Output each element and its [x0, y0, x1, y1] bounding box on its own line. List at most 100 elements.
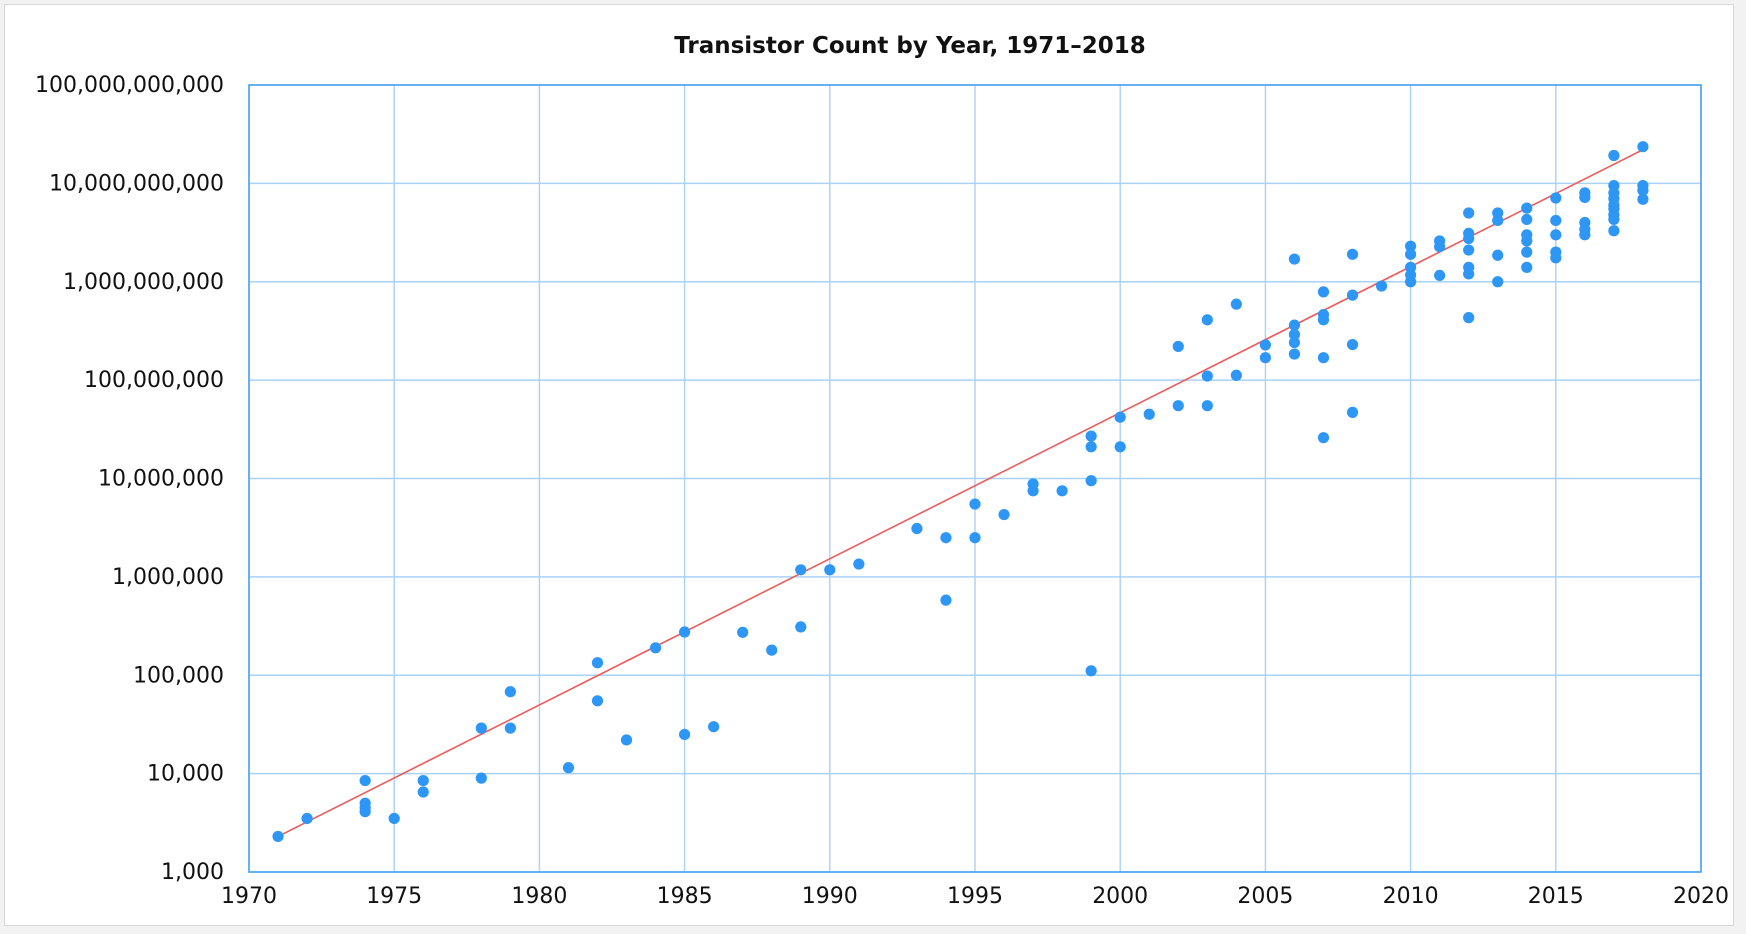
data-point: [1463, 312, 1475, 324]
data-point: [1085, 430, 1097, 442]
data-point: [1405, 248, 1417, 260]
data-point: [1056, 485, 1068, 497]
data-point: [417, 774, 429, 787]
data-point: [475, 722, 487, 734]
data-point: [1346, 406, 1359, 418]
data-point: [1637, 141, 1649, 153]
data-point: [1521, 202, 1533, 214]
data-point: [417, 786, 429, 798]
data-point: [911, 522, 923, 535]
data-point: [1550, 246, 1562, 258]
y-tick-label: 10,000: [147, 762, 224, 787]
data-point: [708, 721, 720, 733]
data-point: [1346, 248, 1359, 260]
data-point: [679, 626, 691, 638]
data-point: [591, 695, 604, 707]
data-point: [1550, 192, 1562, 204]
data-point: [1346, 338, 1359, 351]
y-tick-label: 1,000,000,000: [63, 270, 224, 295]
data-point: [1375, 280, 1388, 292]
data-point: [562, 762, 575, 774]
data-point: [1434, 269, 1446, 282]
data-point: [1550, 214, 1562, 227]
data-point: [1317, 352, 1330, 364]
data-point: [1085, 441, 1097, 453]
data-point: [795, 621, 807, 633]
data-point: [1288, 336, 1301, 349]
data-point: [1259, 339, 1271, 351]
x-tick-label: 2020: [1673, 884, 1729, 909]
data-point: [1317, 432, 1330, 444]
data-point: [969, 498, 981, 510]
data-point: [1085, 475, 1097, 487]
data-point: [766, 644, 778, 656]
data-point: [998, 508, 1010, 521]
data-point: [1027, 478, 1039, 490]
data-point: [620, 734, 633, 746]
data-point: [1492, 207, 1504, 219]
transistor-scatter-chart: Transistor Count by Year, 1971–2018 1,00…: [35, 33, 1729, 909]
data-point: [1521, 229, 1533, 241]
data-point: [1579, 187, 1591, 199]
data-point: [1608, 179, 1620, 192]
data-point: [1172, 340, 1184, 353]
y-tick-label: 1,000: [161, 860, 224, 885]
data-point: [940, 594, 952, 606]
data-point: [649, 642, 662, 654]
data-point: [1405, 269, 1417, 281]
data-point: [1492, 276, 1504, 288]
y-tick-label: 10,000,000,000: [49, 171, 224, 196]
x-tick-label: 2010: [1383, 884, 1439, 909]
data-point: [969, 532, 981, 544]
data-point: [1259, 352, 1271, 364]
data-point: [1201, 400, 1213, 412]
data-point: [1521, 246, 1533, 258]
data-point: [1434, 235, 1446, 247]
data-point: [795, 564, 807, 576]
data-point: [1579, 216, 1591, 229]
data-point: [1550, 229, 1562, 241]
chart-title: Transistor Count by Year, 1971–2018: [674, 33, 1146, 59]
y-tick-label: 1,000,000: [112, 565, 224, 590]
data-point: [1288, 348, 1301, 360]
data-point: [301, 812, 313, 825]
x-axis-tick-labels: 1970 1975 1980 1985 1990 1995 2000 2005 2010 2015…: [221, 884, 1729, 909]
data-point: [1637, 179, 1649, 192]
data-point: [1317, 286, 1330, 298]
x-tick-label: 2015: [1528, 884, 1584, 909]
data-point: [1201, 314, 1213, 326]
data-point: [1608, 149, 1620, 162]
plot-area-border: [248, 84, 1702, 873]
data-point: [1521, 261, 1533, 273]
y-tick-label: 100,000: [133, 663, 224, 688]
y-tick-label: 100,000,000: [84, 368, 224, 393]
x-tick-label: 2005: [1237, 884, 1293, 909]
data-point: [504, 686, 516, 698]
x-tick-label: 2000: [1092, 884, 1148, 909]
data-point: [824, 564, 836, 576]
data-point: [272, 830, 284, 843]
y-axis-tick-labels: 1,000 10,000 100,000 1,000,000 10,000,000 100…: [35, 73, 224, 885]
trend-line-layer: [277, 148, 1644, 838]
chart-frame: Transistor Count by Year, 1971–2018 1,00…: [4, 4, 1734, 926]
data-point: [1405, 240, 1417, 252]
data-point: [1288, 328, 1301, 341]
data-point: [359, 774, 371, 787]
data-point: [737, 626, 749, 638]
data-point: [1114, 411, 1126, 423]
x-tick-label: 1995: [947, 884, 1003, 909]
data-point: [1463, 207, 1475, 219]
data-point: [1317, 309, 1330, 321]
data-point: [1346, 289, 1359, 301]
data-points: [272, 141, 1649, 843]
data-point: [1521, 213, 1533, 226]
x-tick-label: 1970: [221, 884, 277, 909]
data-point: [388, 812, 400, 825]
data-point: [1288, 319, 1301, 331]
data-point: [853, 558, 865, 570]
data-point: [1288, 253, 1301, 265]
data-point: [475, 772, 487, 784]
x-tick-label: 1985: [657, 884, 713, 909]
y-tick-label: 100,000,000,000: [35, 73, 224, 98]
data-point: [504, 722, 516, 734]
